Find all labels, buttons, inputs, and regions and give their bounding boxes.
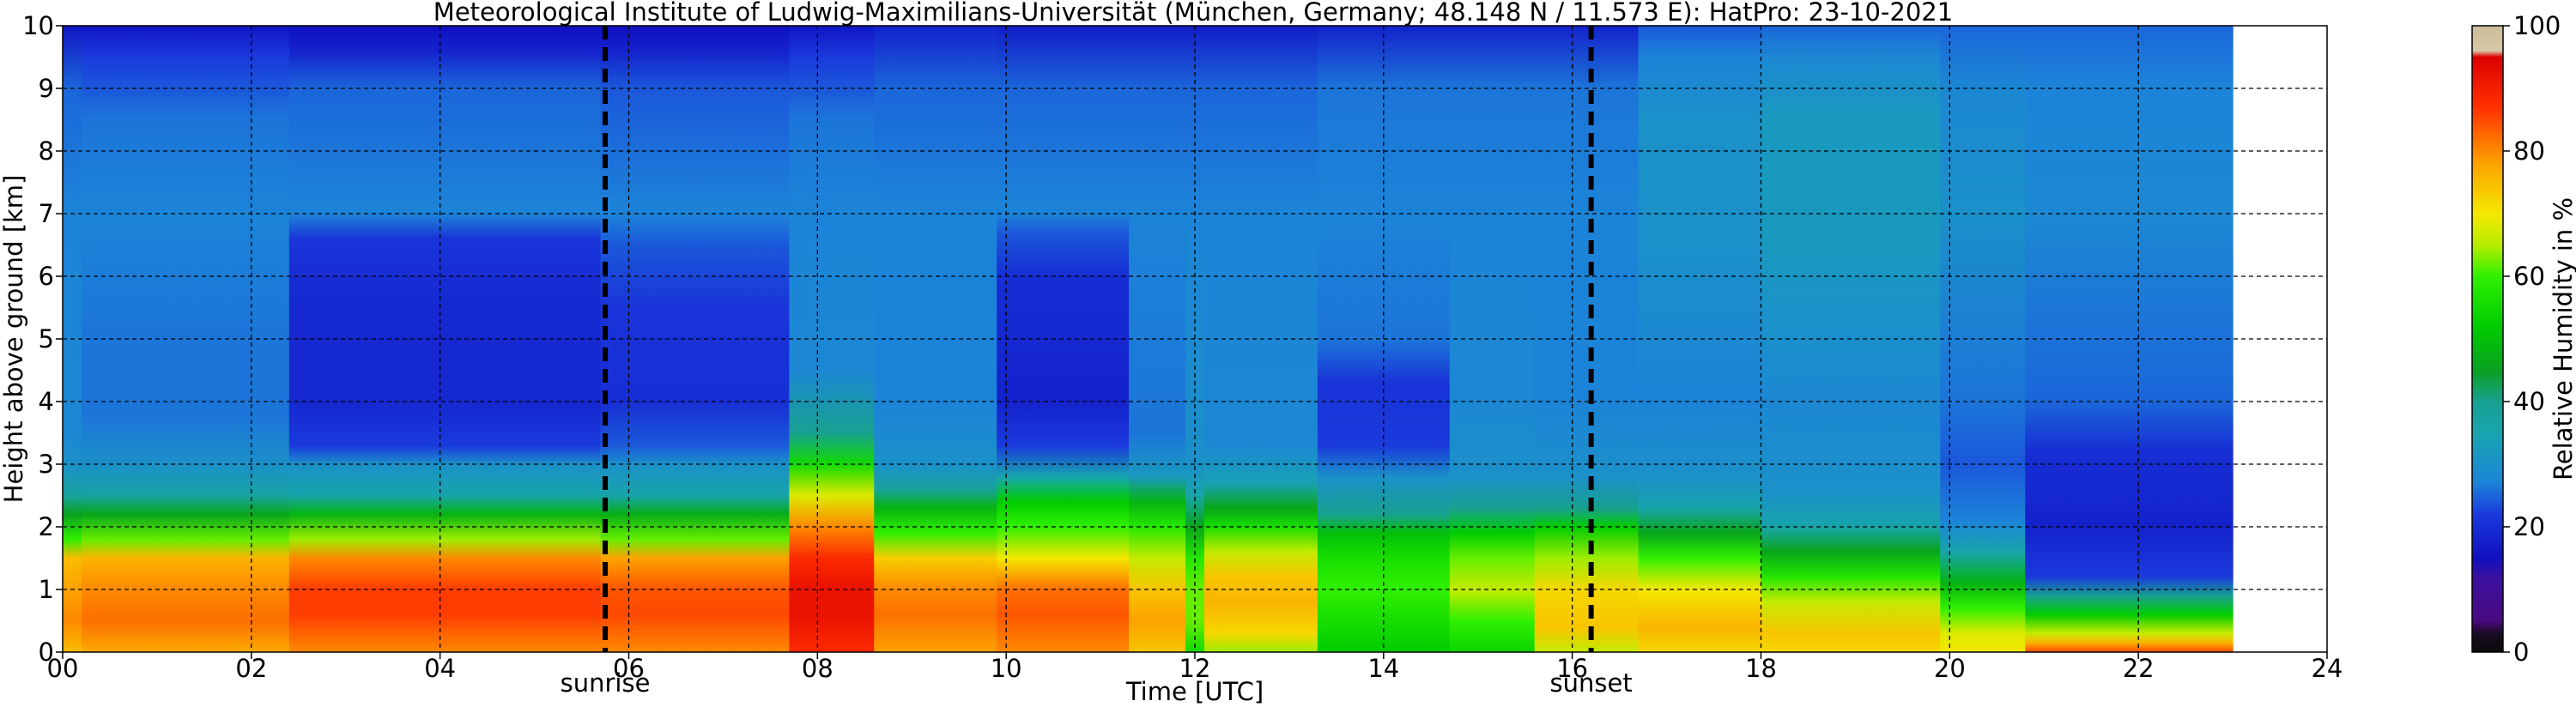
x-tick-label: 16 (1556, 654, 1588, 683)
sunrise-label: sunrise (561, 668, 651, 698)
colorbar-ticks: 0 20 40 60 80 100 (2503, 11, 2561, 667)
colorbar-tick-label: 20 (2513, 512, 2545, 541)
colorbar-tick-label: 80 (2513, 136, 2545, 166)
colorbar-label: Relative Humidity in % (2549, 197, 2576, 480)
sun-markers: sunrise sunset (561, 26, 1633, 698)
chart-title: Meteorological Institute of Ludwig-Maxim… (433, 0, 1953, 27)
y-tick-label: 9 (39, 74, 54, 103)
x-axis-label: Time [UTC] (1125, 677, 1264, 706)
sunset-label: sunset (1550, 668, 1633, 698)
y-axis-label: Height above ground [km] (0, 175, 28, 504)
y-ticks: 0 1 2 3 4 5 6 7 8 9 10 (22, 11, 63, 667)
x-tick-label: 12 (1179, 654, 1211, 683)
x-tick-label: 02 (235, 654, 267, 683)
y-tick-label: 4 (39, 387, 54, 416)
colorbar-tick-label: 0 (2513, 638, 2529, 667)
colorbar-frame (2471, 25, 2504, 653)
colorbar-tick-label: 60 (2513, 262, 2545, 291)
y-tick-label: 7 (39, 199, 54, 228)
x-tick-label: 24 (2312, 654, 2343, 683)
colorbar-tick-label: 40 (2513, 387, 2545, 416)
y-tick-label: 5 (39, 324, 54, 354)
x-tick-label: 06 (613, 654, 645, 683)
x-tick-label: 08 (802, 654, 833, 683)
y-tick-label: 0 (39, 638, 54, 667)
x-tick-label: 18 (1745, 654, 1777, 683)
y-tick-label: 8 (39, 136, 54, 166)
y-tick-label: 1 (39, 575, 54, 604)
x-tick-label: 20 (1934, 654, 1966, 683)
x-tick-label: 14 (1367, 654, 1399, 683)
x-tick-label: 10 (991, 654, 1022, 683)
x-tick-label: 22 (2123, 654, 2155, 683)
x-tick-label: 00 (47, 654, 79, 683)
x-ticks: 00 02 04 06 08 10 12 14 16 18 20 22 24 (47, 652, 2343, 683)
y-tick-label: 2 (39, 512, 54, 541)
x-tick-label: 04 (424, 654, 456, 683)
colorbar-tick-label: 100 (2513, 11, 2561, 40)
y-tick-label: 10 (22, 11, 54, 40)
colorbar: 0 20 40 60 80 100 Relative Humidity in % (2471, 11, 2576, 667)
colorbar-fill (2472, 26, 2503, 652)
y-tick-label: 6 (39, 262, 54, 291)
grid (63, 26, 2327, 652)
heatmap-column (81, 26, 290, 652)
y-tick-label: 3 (39, 450, 54, 479)
